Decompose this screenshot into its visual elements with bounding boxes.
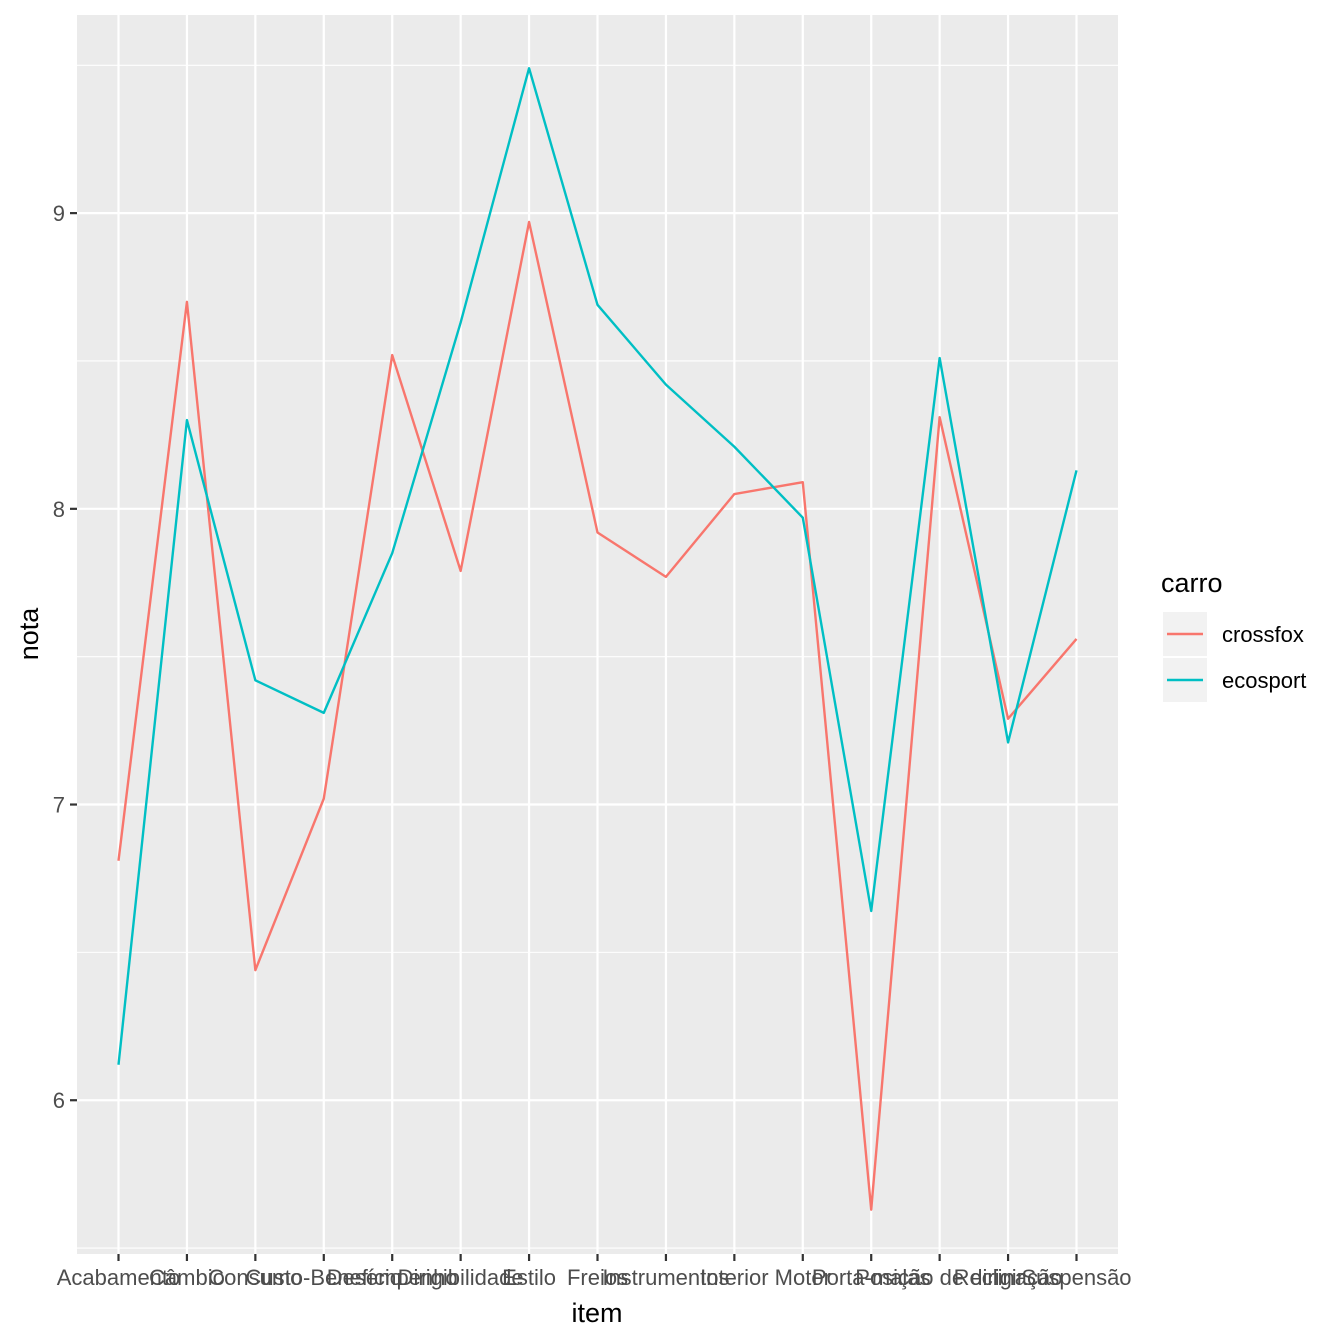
series-line-crossfox xyxy=(117,220,1078,1211)
legend-items: crossfox ecosport xyxy=(1163,612,1306,702)
legend-item-crossfox: crossfox xyxy=(1163,612,1304,656)
x-tick-label: Custo-Benefício xyxy=(246,1265,403,1290)
x-tick-label: Acabamento xyxy=(57,1265,181,1290)
y-tick-label: 8 xyxy=(53,497,65,522)
x-tick-label: Câmbio xyxy=(149,1265,225,1290)
x-tick-label: Desempenho xyxy=(327,1265,458,1290)
series-line-ecosport xyxy=(117,67,1078,1065)
x-tick-label: Freios xyxy=(567,1265,628,1290)
x-tick-label: Dirigibilidade xyxy=(398,1265,524,1290)
y-tick-label: 6 xyxy=(53,1088,65,1113)
legend: carro crossfox ecosport xyxy=(1161,568,1306,702)
x-tick-label: Motor xyxy=(775,1265,831,1290)
x-axis-title: item xyxy=(571,1298,622,1328)
legend-title: carro xyxy=(1161,568,1223,598)
legend-item-ecosport: ecosport xyxy=(1163,658,1306,702)
x-tick-label: Posição de dirigir xyxy=(855,1265,1024,1290)
y-axis: 6 7 8 9 xyxy=(53,201,77,1113)
x-tick-label: Reclinação xyxy=(954,1265,1063,1290)
legend-label: crossfox xyxy=(1222,622,1304,647)
x-tick-label: Suspensão xyxy=(1021,1265,1131,1290)
series-lines xyxy=(117,67,1078,1211)
legend-label: ecosport xyxy=(1222,668,1306,693)
x-tick-label: Consumo xyxy=(208,1265,302,1290)
major-gridlines xyxy=(77,15,1118,1254)
x-tick-label: Porta-malas xyxy=(812,1265,931,1290)
x-tick-label: Instrumentos xyxy=(602,1265,729,1290)
x-tick-label: Estilo xyxy=(502,1265,556,1290)
y-tick-label: 7 xyxy=(53,793,65,818)
y-axis-title: nota xyxy=(14,607,44,661)
y-tick-label: 9 xyxy=(53,201,65,226)
x-tick-label: Interior xyxy=(700,1265,768,1290)
x-axis: AcabamentoCâmbioConsumoCusto-BenefícioDe… xyxy=(57,1254,1132,1290)
